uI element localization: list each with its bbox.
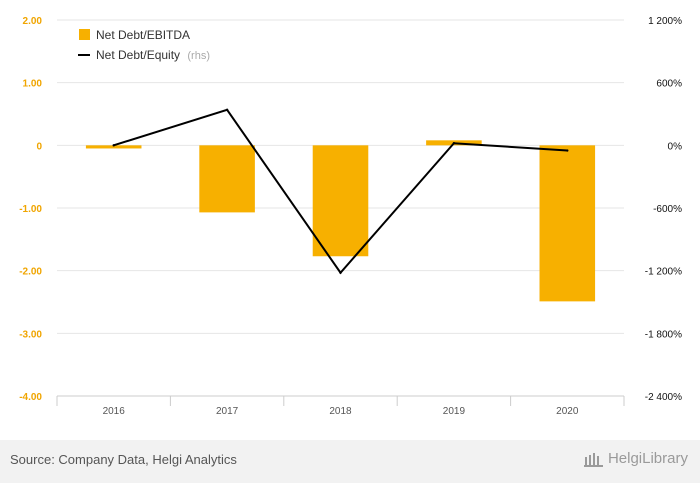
bar-layer [85, 140, 596, 302]
line-point-2020 [566, 149, 569, 152]
footer: Source: Company Data, Helgi Analytics He… [0, 440, 700, 483]
y-left-tick-label: 0 [36, 141, 42, 152]
brand-logo[interactable]: HelgiLibrary [583, 450, 688, 467]
legend-label-bar: Net Debt/EBITDA [96, 28, 190, 42]
y-right-tick-label: 600% [656, 79, 682, 90]
y-right-tick-label: -1 800% [645, 329, 682, 340]
y-axis-left: 2.00 1.00 0 -1.00 -2.00 -3.00 -4.00 [19, 16, 42, 403]
brand-name: HelgiLibrary [607, 450, 688, 467]
y-right-tick-label: -600% [653, 204, 682, 215]
line-point-2019 [452, 142, 456, 145]
library-icon [583, 452, 603, 467]
line-point-2018 [339, 271, 342, 274]
line-point-2016 [112, 144, 115, 147]
x-tick-label: 2018 [329, 406, 352, 417]
y-left-tick-label: 2.00 [23, 16, 43, 27]
x-axis: 2016 2017 2018 2019 2020 [56, 395, 625, 417]
y-left-tick-label: -1.00 [19, 204, 42, 215]
legend-label-line-name: Net Debt/Equity [96, 48, 180, 62]
y-right-tick-label: -1 200% [645, 267, 682, 278]
chart-area: 2016 2017 2018 2019 2020 2.00 1.00 0 -1.00 -2.00… [19, 16, 682, 417]
line-layer [112, 108, 569, 275]
source-text: Source: Company Data, Helgi Analytics [10, 452, 237, 467]
y-right-tick-label: 1 200% [648, 16, 682, 27]
y-left-tick-label: -4.00 [19, 392, 42, 403]
legend: Net Debt/EBITDA Net Debt/Equity (rhs) [78, 28, 210, 62]
y-right-tick-label: -2 400% [645, 392, 682, 403]
y-left-tick-label: -2.00 [19, 267, 42, 278]
line-point-2017 [225, 108, 229, 112]
y-left-tick-label: -3.00 [19, 329, 42, 340]
y-axis-right: 1 200% 600% 0% -600% -1 200% -1 800% -2 400% [645, 16, 682, 403]
legend-label-rhs: (rhs) [187, 50, 210, 62]
bar-2018 [312, 145, 369, 257]
bar-2017 [199, 145, 255, 213]
x-tick-label: 2017 [216, 406, 239, 417]
y-right-tick-label: 0% [668, 141, 683, 152]
bar-2016 [85, 145, 142, 149]
x-tick-label: 2019 [443, 406, 466, 417]
bar-2020 [539, 145, 596, 302]
x-tick-label: 2016 [103, 406, 126, 417]
x-tick-label: 2020 [556, 406, 579, 417]
legend-swatch-bar [79, 29, 90, 40]
legend-label-line: Net Debt/Equity (rhs) [96, 48, 210, 62]
y-left-tick-label: 1.00 [23, 79, 43, 90]
